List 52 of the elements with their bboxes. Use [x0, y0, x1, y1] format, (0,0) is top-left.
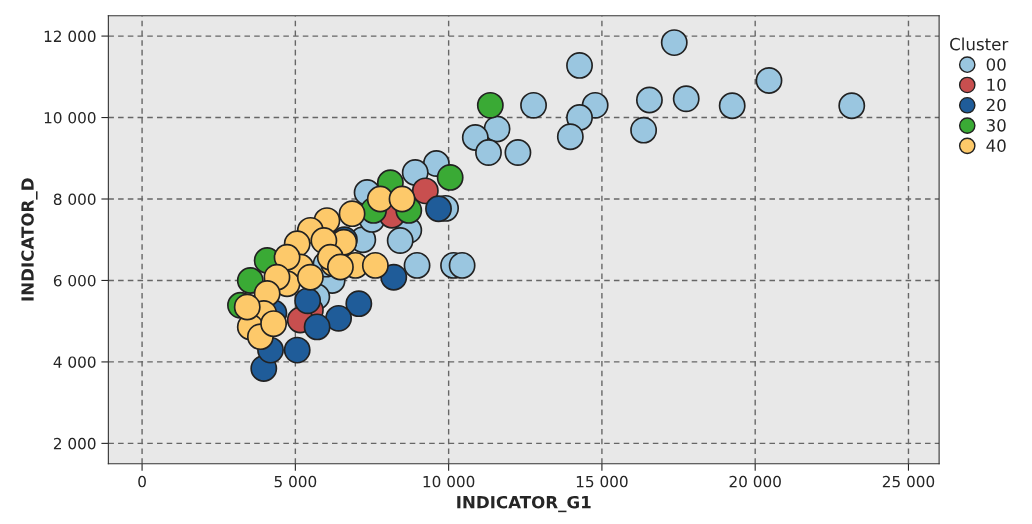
point — [233, 293, 261, 321]
point — [436, 163, 464, 191]
y-tick-label: 12 000 — [44, 30, 96, 43]
legend-label: 00 — [986, 58, 1006, 71]
point — [366, 185, 394, 213]
x-tick-label: 15 000 — [576, 475, 628, 488]
point — [273, 243, 301, 271]
x-tick-label: 20 000 — [729, 475, 781, 488]
legend-label: 20 — [986, 98, 1006, 112]
y-tick-label: 8 000 — [53, 193, 96, 206]
legend-label: 30 — [986, 119, 1006, 132]
point — [504, 139, 532, 167]
point — [386, 227, 414, 254]
x-tick-label: 0 — [138, 475, 146, 488]
point — [475, 139, 502, 167]
point — [303, 313, 331, 341]
point — [520, 91, 548, 119]
point — [361, 251, 389, 279]
point — [660, 29, 688, 57]
point — [476, 91, 504, 119]
point — [755, 67, 783, 94]
point — [283, 336, 311, 364]
point — [325, 304, 353, 332]
point — [718, 92, 746, 120]
point — [838, 92, 866, 120]
point — [338, 200, 366, 228]
x-tick-label: 25 000 — [882, 475, 935, 488]
y-tick-label: 6 000 — [53, 274, 96, 287]
point — [425, 195, 452, 223]
y-tick-label: 10 000 — [44, 112, 96, 124]
y-axis-title: INDICATOR_D — [21, 178, 38, 301]
y-tick-label: 4 000 — [53, 356, 96, 368]
point — [388, 185, 416, 213]
point — [448, 251, 476, 279]
x-axis-title: INDICATOR_G1 — [457, 495, 591, 513]
x-tick-label: 5 000 — [274, 475, 317, 488]
point — [566, 51, 593, 79]
legend-label: 10 — [987, 78, 1006, 92]
point — [672, 85, 700, 113]
legend-label: 40 — [986, 139, 1006, 152]
y-tick-label: 2 000 — [53, 437, 96, 450]
point — [630, 116, 658, 144]
point — [326, 253, 354, 281]
point — [296, 263, 324, 291]
legend-title: Cluster — [950, 37, 1009, 51]
point — [260, 310, 288, 338]
point — [556, 123, 584, 151]
point — [635, 86, 663, 114]
point — [403, 251, 431, 279]
point — [345, 290, 373, 318]
x-tick-label: 10 000 — [423, 475, 475, 488]
point — [380, 263, 408, 291]
